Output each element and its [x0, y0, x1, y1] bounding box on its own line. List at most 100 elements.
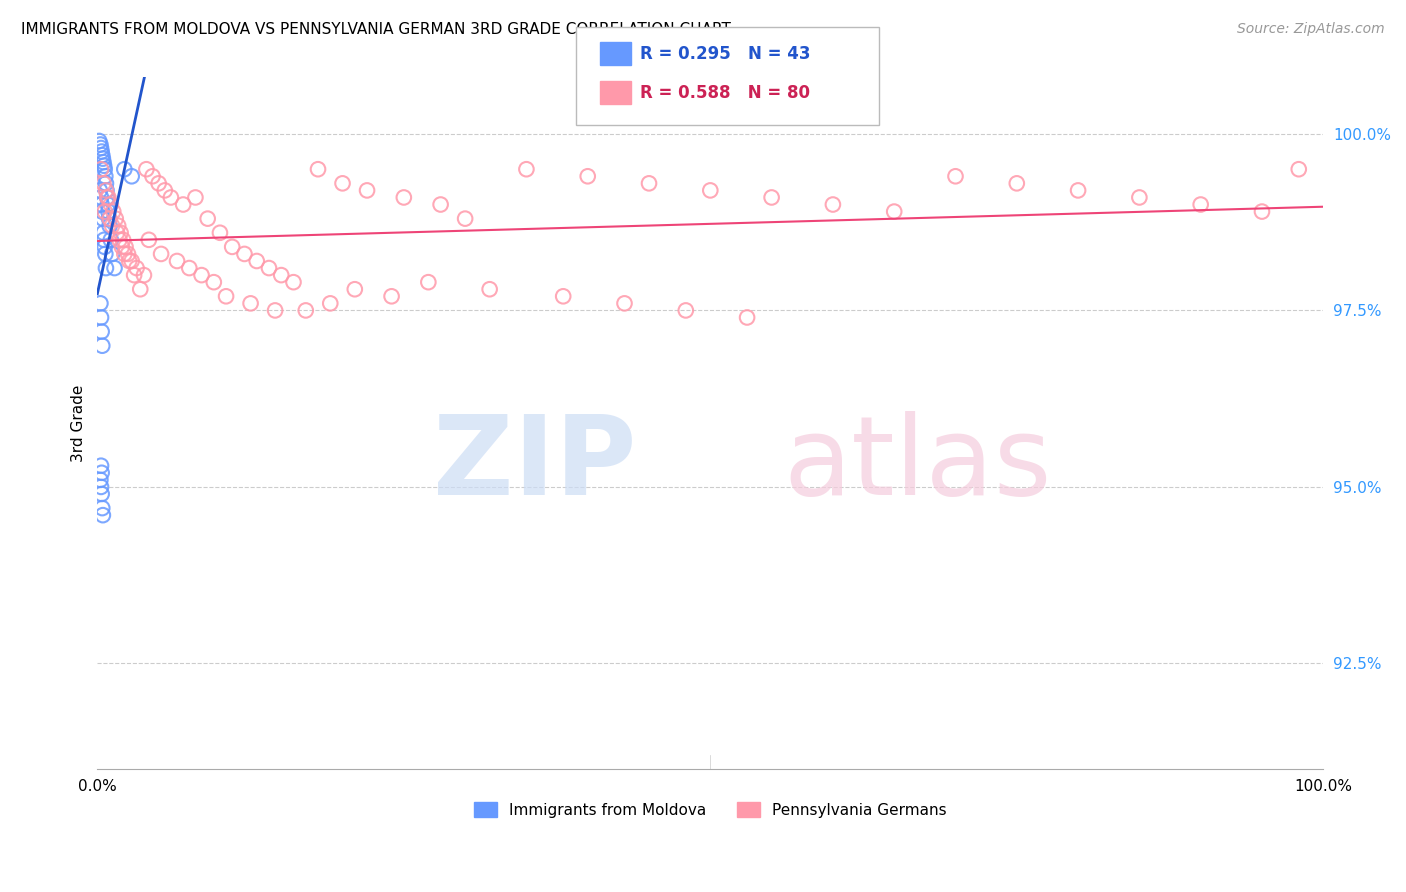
Point: [98, 211, 121, 226]
Point: [1067, 183, 1090, 197]
Text: ZIP: ZIP: [433, 411, 637, 518]
Point: [100, 197, 122, 211]
Point: [761, 190, 783, 204]
Point: [107, 219, 129, 233]
Point: [233, 247, 256, 261]
Point: [132, 268, 155, 282]
Point: [114, 240, 136, 254]
Point: [93, 159, 115, 173]
Point: [101, 247, 124, 261]
Point: [93, 226, 115, 240]
Point: [638, 177, 661, 191]
Point: [90, 466, 112, 480]
Text: IMMIGRANTS FROM MOLDOVA VS PENNSYLVANIA GERMAN 3RD GRADE CORRELATION CHART: IMMIGRANTS FROM MOLDOVA VS PENNSYLVANIA …: [21, 22, 731, 37]
Point: [91, 204, 114, 219]
Point: [97, 190, 120, 204]
Point: [93, 177, 115, 191]
Point: [883, 204, 905, 219]
Point: [343, 282, 366, 296]
Point: [821, 197, 844, 211]
Point: [91, 339, 114, 353]
Point: [90, 197, 112, 211]
Point: [96, 183, 118, 197]
Point: [104, 211, 127, 226]
Text: Source: ZipAtlas.com: Source: ZipAtlas.com: [1237, 22, 1385, 37]
Point: [91, 152, 114, 166]
Text: atlas: atlas: [785, 411, 1052, 518]
Point: [735, 310, 758, 325]
Point: [221, 240, 243, 254]
Point: [125, 261, 148, 276]
Point: [90, 162, 112, 177]
Point: [699, 183, 721, 197]
Point: [112, 162, 135, 177]
Point: [945, 169, 967, 184]
Point: [90, 310, 112, 325]
Point: [108, 233, 131, 247]
Point: [332, 177, 354, 191]
Point: [90, 145, 112, 159]
Point: [90, 487, 112, 501]
Point: [90, 480, 112, 494]
Point: [89, 134, 111, 148]
Text: R = 0.295   N = 43: R = 0.295 N = 43: [640, 45, 810, 62]
Point: [356, 183, 378, 197]
Point: [103, 204, 125, 219]
Point: [141, 169, 163, 184]
Point: [138, 233, 160, 247]
Point: [96, 190, 118, 204]
Point: [97, 197, 120, 211]
Text: R = 0.588   N = 80: R = 0.588 N = 80: [640, 84, 810, 102]
Point: [97, 204, 120, 219]
Point: [1005, 177, 1028, 191]
Point: [239, 296, 262, 310]
Point: [93, 162, 115, 177]
Point: [89, 296, 111, 310]
Point: [283, 275, 305, 289]
Legend: Immigrants from Moldova, Pennsylvania Germans: Immigrants from Moldova, Pennsylvania Ge…: [468, 796, 953, 824]
Point: [148, 177, 170, 191]
Point: [105, 226, 128, 240]
Point: [90, 325, 112, 339]
Point: [129, 282, 152, 296]
Point: [94, 247, 117, 261]
Point: [118, 254, 141, 268]
Y-axis label: 3rd Grade: 3rd Grade: [72, 384, 86, 462]
Point: [89, 137, 111, 152]
Point: [103, 261, 125, 276]
Point: [1128, 190, 1150, 204]
Point: [319, 296, 342, 310]
Point: [93, 240, 115, 254]
Point: [202, 275, 225, 289]
Point: [94, 177, 117, 191]
Point: [94, 169, 117, 184]
Point: [184, 190, 207, 204]
Point: [98, 211, 121, 226]
Point: [270, 268, 292, 282]
Point: [89, 183, 111, 197]
Point: [96, 190, 118, 204]
Point: [90, 458, 112, 473]
Point: [93, 233, 115, 247]
Point: [1189, 197, 1212, 211]
Point: [94, 183, 117, 197]
Point: [153, 183, 176, 197]
Point: [166, 254, 188, 268]
Point: [150, 247, 173, 261]
Point: [89, 473, 111, 487]
Point: [121, 169, 143, 184]
Point: [576, 169, 599, 184]
Point: [93, 155, 115, 169]
Point: [100, 233, 122, 247]
Point: [91, 508, 114, 523]
Point: [112, 247, 135, 261]
Point: [515, 162, 537, 177]
Point: [215, 289, 238, 303]
Point: [190, 268, 212, 282]
Point: [1288, 162, 1310, 177]
Point: [90, 190, 112, 204]
Point: [197, 211, 219, 226]
Point: [112, 233, 135, 247]
Point: [91, 501, 114, 516]
Point: [135, 162, 157, 177]
